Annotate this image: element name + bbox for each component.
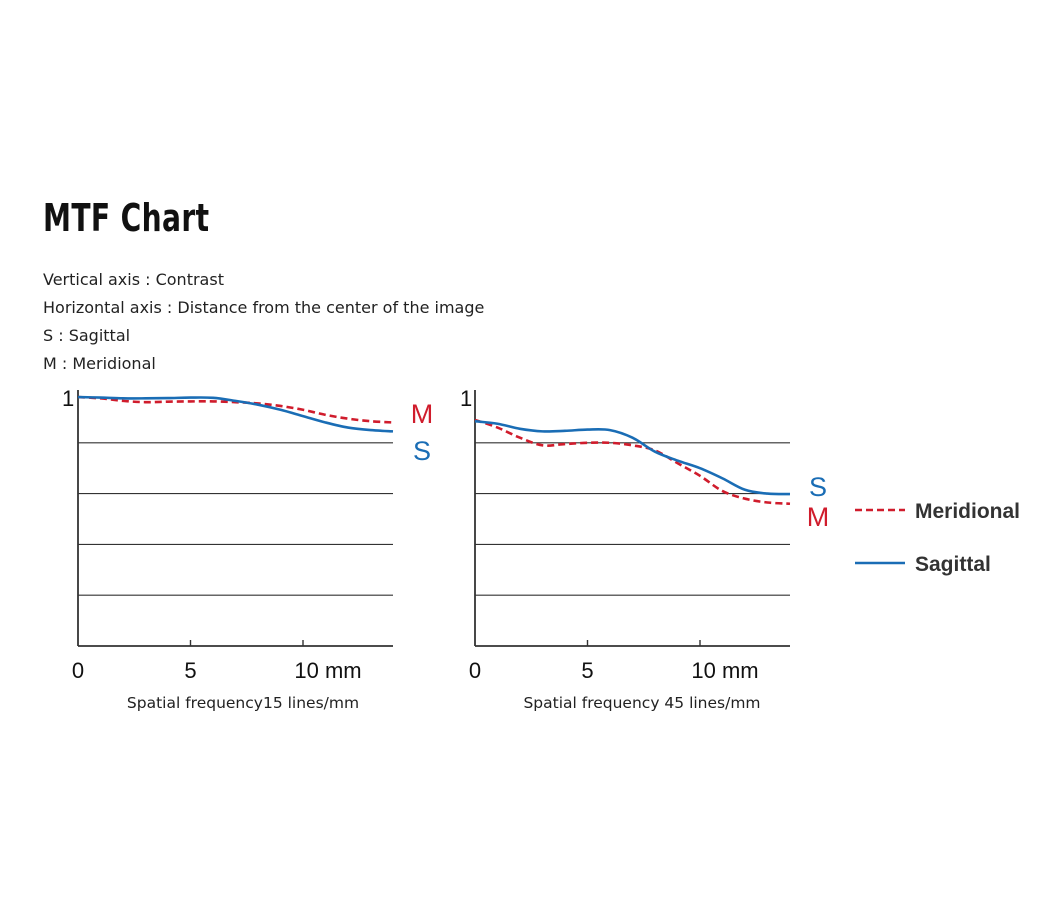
description-vertical-axis: Vertical axis : Contrast xyxy=(43,270,224,289)
x-tick-label: 10 mm xyxy=(294,658,361,683)
description-sagittal: S : Sagittal xyxy=(43,326,131,345)
description-meridional: M : Meridional xyxy=(43,354,156,373)
mtf-chart-15-lines: 1 0 5 10 mm Spatial frequency15 lines/mm MS xyxy=(62,386,433,712)
x-tick-label: 5 xyxy=(581,658,593,683)
curve-end-label: M xyxy=(411,399,434,429)
mtf-chart-45-lines: 1 0 5 10 mm Spatial frequency 45 lines/mm SM xyxy=(460,386,829,712)
legend-label-meridional: Meridional xyxy=(915,500,1020,523)
legend-label-sagittal: Sagittal xyxy=(915,553,991,576)
x-tick-label: 10 mm xyxy=(691,658,758,683)
x-tick-label: 0 xyxy=(469,658,481,683)
series-sagittal-line xyxy=(77,395,394,433)
legend: Meridional Sagittal xyxy=(855,500,1020,576)
page-title: MTF Chart xyxy=(43,196,210,240)
y-tick-label: 1 xyxy=(460,386,472,411)
x-axis-label: Spatial frequency 45 lines/mm xyxy=(523,694,760,712)
y-tick-label: 1 xyxy=(62,386,74,411)
curve-end-label: M xyxy=(807,502,830,532)
chart-description: Vertical axis : Contrast Horizontal axis… xyxy=(43,266,484,378)
series-meridional-line xyxy=(474,418,791,506)
series-sagittal-line xyxy=(474,419,791,496)
curve-end-label: S xyxy=(809,472,827,502)
x-axis-label: Spatial frequency15 lines/mm xyxy=(127,694,359,712)
x-tick-label: 0 xyxy=(72,658,84,683)
x-tick-label: 5 xyxy=(184,658,196,683)
curve-end-label: S xyxy=(413,436,431,466)
description-horizontal-axis: Horizontal axis : Distance from the cent… xyxy=(43,298,485,317)
